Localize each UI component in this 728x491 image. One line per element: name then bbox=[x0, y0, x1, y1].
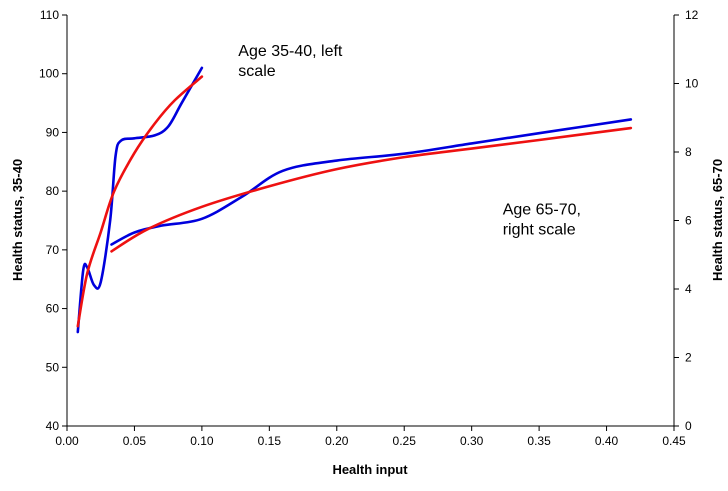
series-line-age-35-40-fitted bbox=[76, 75, 204, 328]
x-tick-label: 0.15 bbox=[258, 434, 282, 448]
right-tick-label: 10 bbox=[685, 77, 699, 91]
x-tick-label: 0.20 bbox=[325, 434, 349, 448]
left-axis-title: Health status, 35-40 bbox=[10, 159, 25, 281]
left-tick-label: 50 bbox=[46, 360, 60, 374]
x-axis-ticks: 0.00 0.05 0.10 0.15 0.20 0.25 0.30 0.35 0.40 0.45 bbox=[55, 426, 686, 448]
left-tick-label: 110 bbox=[40, 8, 59, 22]
right-tick-label: 2 bbox=[685, 351, 692, 365]
left-tick-label: 100 bbox=[39, 67, 59, 81]
annotation-text: right scale bbox=[503, 222, 576, 239]
annotation-text: scale bbox=[238, 63, 275, 80]
right-tick-label: 12 bbox=[685, 8, 699, 22]
x-tick-label: 0.25 bbox=[393, 434, 417, 448]
left-axis-ticks: 40 50 60 70 80 90 100 110 bbox=[39, 8, 67, 433]
right-axis-ticks: 0 2 4 6 8 10 12 bbox=[674, 8, 699, 433]
x-tick-label: 0.05 bbox=[123, 434, 147, 448]
x-tick-label: 0.30 bbox=[460, 434, 484, 448]
left-tick-label: 60 bbox=[46, 302, 60, 316]
x-tick-label: 0.10 bbox=[190, 434, 214, 448]
x-tick-label: 0.40 bbox=[595, 434, 619, 448]
x-tick-label: 0.45 bbox=[662, 434, 686, 448]
series-layer bbox=[76, 66, 633, 334]
left-tick-label: 90 bbox=[46, 125, 60, 139]
right-tick-label: 8 bbox=[685, 145, 692, 159]
right-axis-title: Health status, 65-70 bbox=[710, 159, 725, 281]
series-line-age-35-40-observed bbox=[76, 66, 204, 334]
annotation-text: Age 65-70, bbox=[503, 202, 581, 219]
x-tick-label: 0.35 bbox=[527, 434, 551, 448]
left-tick-label: 70 bbox=[46, 243, 60, 257]
annotations: Age 35-40, left scale Age 65-70, right scal… bbox=[238, 43, 581, 239]
plot-area bbox=[66, 15, 675, 427]
x-tick-label: 0.00 bbox=[55, 434, 79, 448]
series-line-age-65-70-fitted bbox=[110, 126, 633, 253]
annotation-text: Age 35-40, left bbox=[238, 43, 343, 60]
right-tick-label: 6 bbox=[685, 214, 692, 228]
right-tick-label: 0 bbox=[685, 419, 692, 433]
left-tick-label: 80 bbox=[46, 184, 60, 198]
left-tick-label: 40 bbox=[46, 419, 60, 433]
x-axis-title: Health input bbox=[332, 462, 408, 477]
right-tick-label: 4 bbox=[685, 282, 692, 296]
